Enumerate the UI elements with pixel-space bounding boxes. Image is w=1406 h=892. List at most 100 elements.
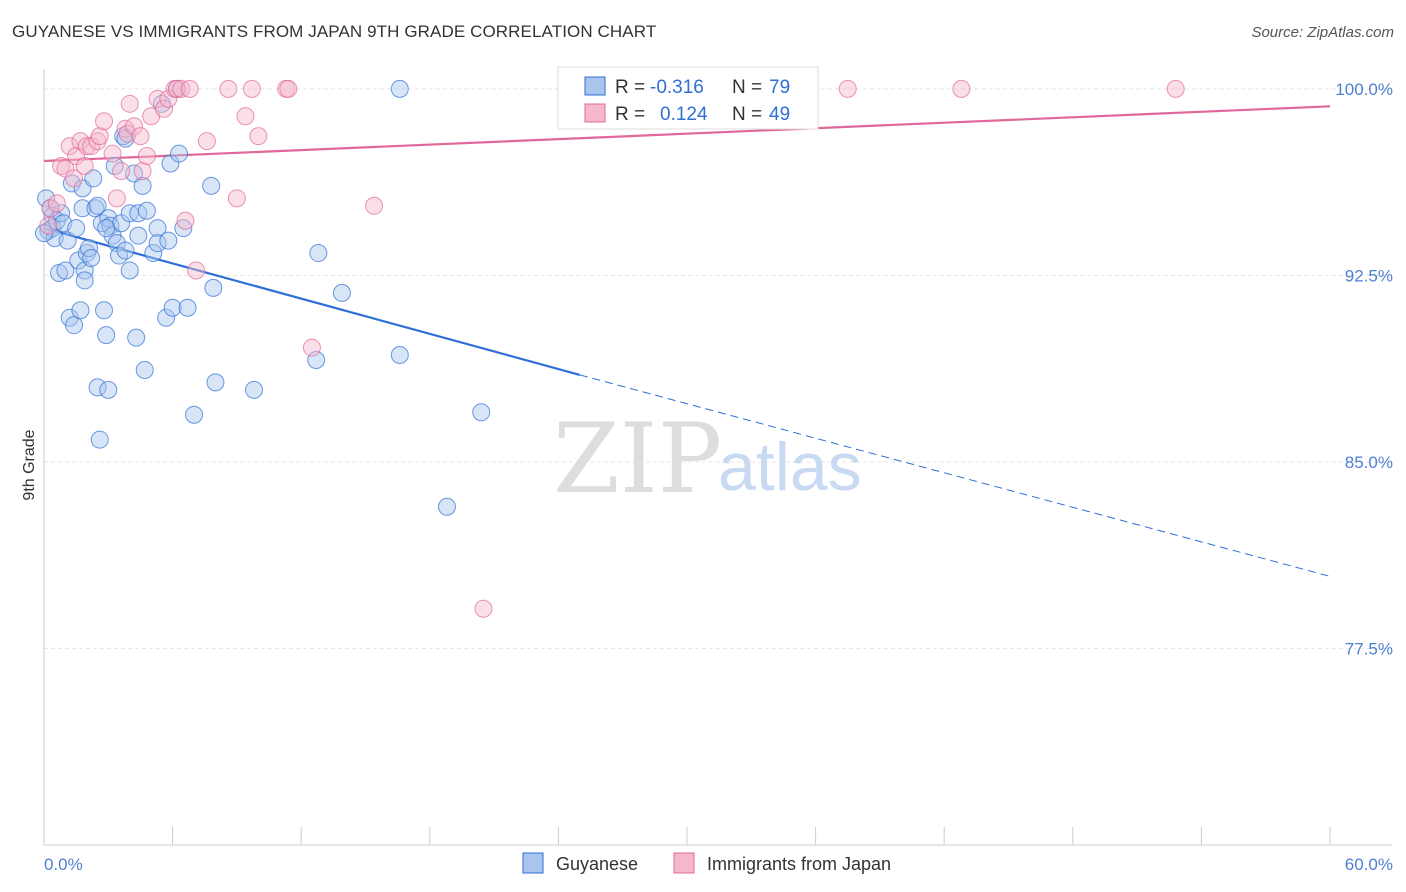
japan-point-48	[1166, 79, 1185, 98]
legend-n-value-1: 79	[769, 77, 790, 98]
x-tick-labels: 0.0% 60.0%	[44, 855, 1393, 874]
guyanese-point-70	[309, 244, 328, 263]
japan-point-24	[137, 147, 156, 166]
guyanese-point-52	[137, 201, 156, 220]
watermark-atlas: atlas	[718, 429, 862, 505]
guyanese-point-26	[86, 199, 105, 218]
japan-point-14	[95, 112, 114, 131]
japan-point-9	[75, 157, 94, 175]
guyanese-point-15	[67, 219, 86, 238]
japan-point-37	[227, 189, 246, 208]
japan-point-49	[474, 599, 493, 618]
source-label: Source: ZipAtlas.com	[1251, 24, 1394, 41]
japan-point-36	[219, 79, 238, 98]
guyanese-point-47	[127, 328, 146, 347]
guyanese-point-67	[206, 373, 225, 392]
japan-point-27	[155, 99, 174, 118]
guyanese-point-61	[170, 144, 189, 163]
bottom-legend-label-guyanese: Guyanese	[556, 854, 638, 874]
guyanese-point-31	[95, 301, 114, 320]
legend-r-value-1: -0.316	[650, 77, 704, 98]
legend-swatch-japan	[584, 103, 606, 123]
japan-point-20	[120, 94, 139, 113]
guyanese-point-17	[71, 301, 90, 320]
x-tick-label-0: 0.0%	[44, 855, 83, 874]
japan-point-10	[77, 137, 96, 156]
guyanese-point-14	[65, 316, 84, 335]
guyanese-point-73	[390, 346, 409, 365]
guyanese-point-43	[116, 241, 135, 260]
japan-point-42	[279, 79, 298, 98]
japan-point-47	[952, 79, 971, 98]
guyanese-point-55	[148, 234, 167, 253]
bottom-legend-swatch-japan	[673, 852, 695, 874]
guyanese-point-45	[120, 261, 139, 280]
guyanese-point-78	[97, 219, 116, 238]
y-tick-label-2: 85.0%	[1345, 453, 1393, 472]
chart-title: GUYANESE VS IMMIGRANTS FROM JAPAN 9TH GR…	[12, 22, 657, 41]
guyanese-point-62	[174, 219, 193, 238]
guyanese-point-27	[88, 196, 107, 215]
y-axis-label: 9th Grade	[21, 429, 38, 500]
guyanese-point-28	[88, 378, 107, 397]
legend-r-label-1: R =	[615, 77, 645, 98]
legend-r-label-2: R =	[615, 104, 645, 125]
japan-point-22	[131, 127, 150, 146]
japan-point-16	[107, 189, 126, 208]
watermark: ZIP atlas	[553, 403, 862, 515]
guyanese-point-66	[204, 278, 223, 297]
guyanese-point-32	[97, 326, 116, 345]
guyanese-point-29	[90, 430, 109, 449]
y-tick-label-0: 100.0%	[1335, 80, 1393, 99]
japan-point-44	[365, 196, 384, 215]
guyanese-point-58	[159, 231, 178, 250]
japan-point-26	[148, 89, 167, 108]
guyanese-point-0	[37, 189, 56, 208]
guyanese-point-53	[144, 244, 163, 263]
guyanese-point-25	[84, 169, 103, 188]
guyanese-point-50	[133, 176, 152, 195]
japan-point-23	[133, 161, 152, 180]
guyanese-point-60	[163, 298, 182, 317]
grid-lines	[44, 88, 1392, 650]
y-tick-labels: 100.0% 92.5% 85.0% 77.5%	[1335, 80, 1393, 659]
legend-swatch-guyanese	[584, 76, 606, 96]
bottom-legend-label-japan: Immigrants from Japan	[707, 854, 891, 874]
data-points	[35, 79, 1185, 618]
guyanese-point-64	[185, 405, 204, 424]
guyanese-point-75	[437, 497, 456, 516]
legend-n-label-1: N =	[732, 77, 762, 98]
guyanese-point-72	[390, 79, 409, 98]
guyanese-point-54	[148, 219, 167, 238]
guyanese-point-21	[75, 271, 94, 290]
guyanese-point-33	[99, 380, 118, 399]
japan-point-32	[176, 211, 195, 230]
guyanese-point-10	[56, 261, 75, 280]
bottom-legend: Guyanese Immigrants from Japan	[522, 852, 891, 874]
legend-n-value-2: 49	[769, 104, 790, 125]
guyanese-point-11	[58, 231, 77, 250]
guyanese-point-18	[73, 199, 92, 218]
japan-point-39	[242, 79, 261, 98]
japan-point-43	[302, 338, 321, 357]
japan-point-33	[180, 79, 199, 98]
japan-point-35	[197, 132, 216, 151]
japan-point-21	[125, 117, 144, 136]
guyanese-point-65	[202, 176, 221, 195]
japan-point-30	[167, 79, 186, 98]
japan-point-46	[838, 79, 857, 98]
japan-point-15	[103, 144, 122, 163]
guyanese-point-49	[129, 226, 148, 245]
legend: R = -0.316 N = 79 R = 0.124 N = 49	[557, 66, 819, 130]
japan-point-17	[112, 161, 131, 180]
x-tick-label-1: 60.0%	[1345, 855, 1393, 874]
guyanese-point-74	[472, 403, 491, 422]
guyanese-point-57	[157, 308, 176, 327]
guyanese-point-68	[245, 380, 264, 399]
watermark-zip: ZIP	[553, 403, 722, 515]
guyanese-point-71	[332, 283, 351, 302]
bottom-legend-swatch-guyanese	[522, 852, 544, 874]
japan-point-2	[47, 194, 66, 213]
japan-point-0	[39, 216, 58, 235]
